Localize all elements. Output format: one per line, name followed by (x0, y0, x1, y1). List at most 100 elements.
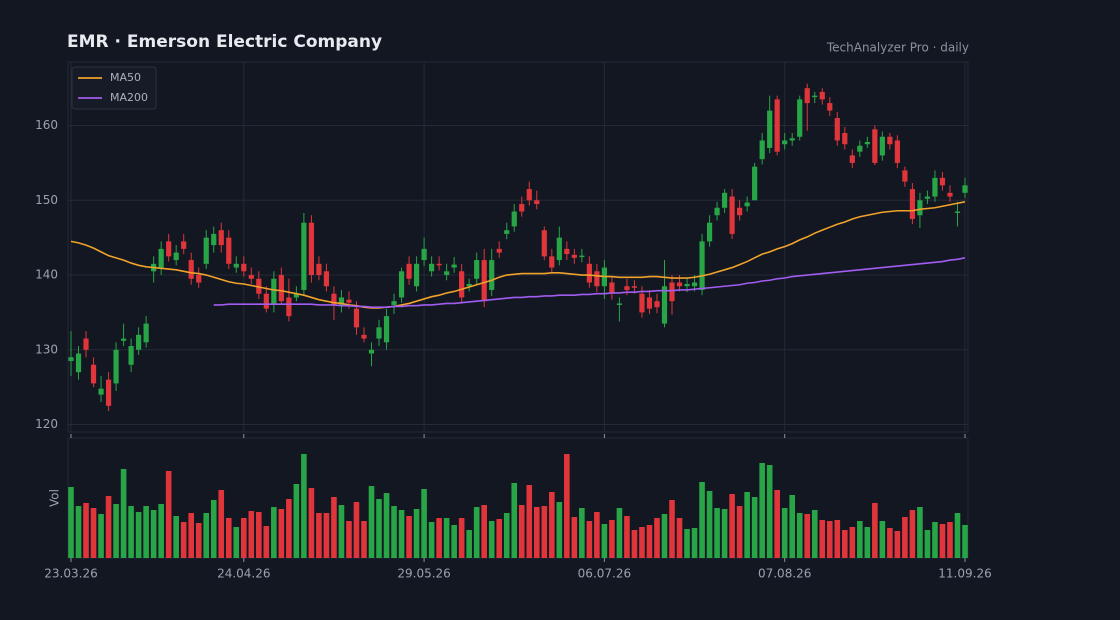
volume-bar (376, 499, 382, 558)
candle-body (954, 211, 961, 213)
y-tick-label: 150 (35, 193, 58, 207)
candle-body (812, 95, 818, 98)
volume-bar (796, 513, 803, 558)
candle-body (654, 301, 660, 308)
volume-bar (864, 527, 871, 558)
legend-label: MA200 (110, 91, 148, 104)
candle-body (226, 237, 232, 264)
candle-body (188, 260, 194, 279)
volume-bar (428, 522, 435, 558)
candle-body (924, 196, 931, 199)
candle-body (158, 248, 164, 268)
volume-bar (83, 503, 89, 558)
volume-bar (894, 531, 901, 558)
candle-body (669, 282, 675, 302)
volume-bar (804, 514, 811, 558)
volume-bar (256, 512, 262, 558)
y-tick-label: 140 (35, 268, 58, 282)
candle-body (834, 118, 840, 141)
candle-body (864, 141, 870, 145)
candle-body (466, 284, 472, 287)
volume-bar (781, 508, 788, 558)
volume-bar (496, 519, 503, 558)
chart-subtitle: TechAnalyzer Pro · daily (826, 41, 969, 55)
candle-body (556, 237, 562, 261)
volume-bar (721, 509, 728, 558)
candle-body (406, 263, 412, 279)
candle-body (323, 271, 330, 287)
volume-bar (699, 482, 705, 558)
volume-bar (68, 487, 74, 558)
volume-bar (421, 489, 427, 558)
candle-body (774, 99, 780, 152)
candle-body (789, 138, 795, 141)
volume-bar (932, 522, 938, 558)
chart-title: EMR · Emerson Electric Company (67, 32, 382, 52)
volume-bar (143, 506, 149, 558)
volume-bar (353, 502, 360, 558)
volume-bar (240, 518, 247, 558)
volume-bar (887, 528, 893, 558)
volume-bar (158, 504, 164, 558)
candle-body (301, 222, 307, 290)
volume-bar (669, 500, 675, 558)
volume-bar (278, 509, 285, 558)
candle-body (714, 207, 720, 216)
volume-bar (383, 493, 390, 558)
x-tick-label: 24.04.26 (217, 567, 270, 581)
volume-bar (271, 507, 277, 558)
candle-body (211, 233, 217, 246)
volume-bar (398, 510, 405, 558)
volume-bar (902, 517, 908, 558)
candle-body (421, 248, 427, 261)
candle-body (436, 263, 442, 266)
candle-body (586, 263, 592, 283)
candle-body (879, 136, 885, 156)
volume-bar (180, 522, 187, 558)
volume-label: Vol (48, 489, 62, 507)
volume-bar (834, 520, 841, 558)
candle-body (827, 103, 833, 111)
candle-body (376, 327, 382, 339)
volume-bar (684, 529, 690, 558)
candle-body (819, 91, 825, 100)
candle-body (737, 207, 743, 216)
volume-bar (301, 454, 307, 558)
candle-body (684, 284, 690, 287)
candle-body (902, 170, 908, 182)
volume-bar (654, 518, 660, 558)
volume-bar (75, 506, 82, 558)
volume-bar (488, 521, 495, 558)
volume-bar (571, 517, 578, 558)
candle-body (541, 230, 547, 257)
x-tick-label: 23.03.26 (44, 567, 97, 581)
candle-body (248, 275, 254, 279)
legend-label: MA50 (110, 71, 141, 84)
x-tick-label: 11.09.26 (938, 567, 991, 581)
candle-body (474, 260, 480, 279)
volume-bar (473, 507, 480, 558)
volume-bar (564, 454, 570, 558)
volume-bar (714, 508, 720, 558)
volume-bar (676, 518, 683, 558)
volume-bar (541, 506, 548, 558)
candle-body (909, 189, 916, 219)
candle-body (353, 308, 360, 328)
candle-body (241, 263, 247, 272)
candle-body (917, 200, 923, 216)
volume-bar (909, 510, 916, 558)
volume-bar (120, 469, 127, 558)
volume-bar (368, 486, 375, 558)
price-panel (67, 61, 969, 433)
candle-body (68, 357, 74, 361)
candle-body (143, 323, 149, 343)
volume-bar (601, 524, 608, 558)
volume-bar (826, 521, 833, 558)
candle-body (444, 271, 450, 276)
volume-bar (639, 527, 645, 558)
volume-bar (526, 485, 533, 558)
volume-bar (631, 530, 638, 558)
volume-bar (579, 508, 585, 558)
volume-bar (511, 483, 518, 558)
